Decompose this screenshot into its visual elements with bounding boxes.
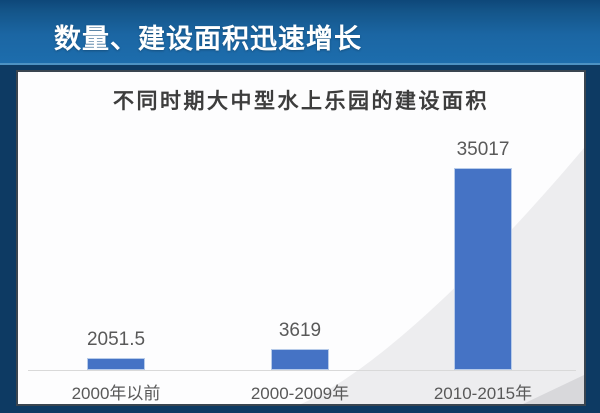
bar-group: 2051.5 2000年以前 [56,72,176,404]
slide-title: 数量、建设面积迅速增长 [54,24,362,54]
bar-group: 35017 2010-2015年 [423,72,543,404]
bar [271,349,329,370]
x-axis-line [28,370,576,371]
bar [454,168,512,370]
category-label: 2000年以前 [71,384,161,403]
bar-value-label: 3619 [278,320,322,341]
bar [87,358,145,370]
category-label: 2010-2015年 [433,384,533,403]
bar-value-label: 2051.5 [86,329,146,350]
chart-panel: 不同时期大中型水上乐园的建设面积 2051.5 2000年以前 3619 2000-2… [16,70,586,406]
slide-header-banner: 数量、建设面积迅速增长 [0,0,600,65]
chart-title: 不同时期大中型水上乐园的建设面积 [113,90,489,113]
bar-group: 3619 2000-2009年 [240,72,360,404]
bar-value-label: 35017 [456,139,510,160]
category-label: 2000-2009年 [250,384,350,403]
background-wedge-decoration [301,148,584,404]
